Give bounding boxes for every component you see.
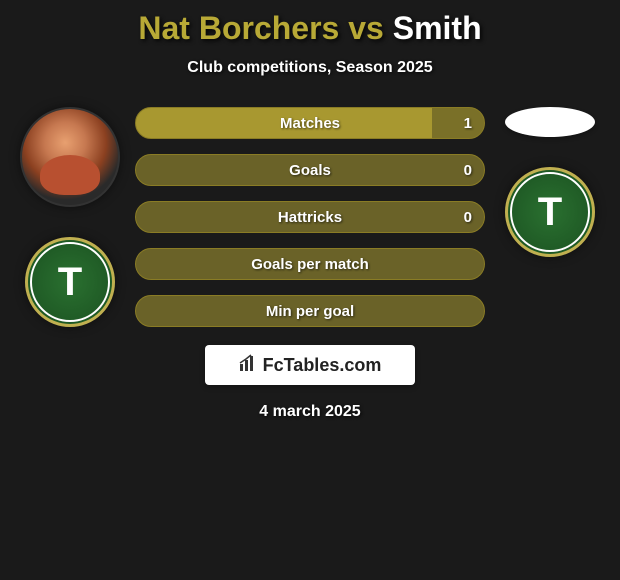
stat-row-min-per-goal: Min per goal bbox=[135, 295, 485, 327]
stat-value-right: 0 bbox=[464, 162, 472, 179]
player1-team-logo: T bbox=[25, 237, 115, 327]
stat-row-goals: Goals 0 bbox=[135, 154, 485, 186]
stat-row-hattricks: Hattricks 0 bbox=[135, 201, 485, 233]
stat-pill: Goals per match bbox=[135, 248, 485, 280]
right-column: T bbox=[495, 107, 605, 257]
stats-section: T Matches 1 Goals 0 Hattricks 0 bbox=[0, 107, 620, 327]
player2-team-logo: T bbox=[505, 167, 595, 257]
stat-value-right: 1 bbox=[464, 115, 472, 132]
stat-pill: Min per goal bbox=[135, 295, 485, 327]
stat-row-matches: Matches 1 bbox=[135, 107, 485, 139]
stat-label: Goals bbox=[289, 162, 331, 179]
branding-text: FcTables.com bbox=[263, 355, 382, 376]
vs-text: vs bbox=[348, 10, 384, 46]
stat-label: Goals per match bbox=[251, 256, 369, 273]
stat-label: Hattricks bbox=[278, 209, 342, 226]
subtitle: Club competitions, Season 2025 bbox=[0, 59, 620, 77]
stat-row-goals-per-match: Goals per match bbox=[135, 248, 485, 280]
comparison-panel: Nat Borchers vs Smith Club competitions,… bbox=[0, 0, 620, 431]
player1-name: Nat Borchers bbox=[138, 10, 339, 46]
player2-name: Smith bbox=[393, 10, 482, 46]
page-title: Nat Borchers vs Smith bbox=[0, 10, 620, 47]
branding-badge[interactable]: FcTables.com bbox=[205, 345, 415, 385]
stat-pill: Hattricks 0 bbox=[135, 201, 485, 233]
player2-placeholder bbox=[505, 107, 595, 137]
stat-label: Min per goal bbox=[266, 303, 354, 320]
stat-pill: Matches 1 bbox=[135, 107, 485, 139]
team-logo-letter: T bbox=[538, 190, 562, 235]
date-text: 4 march 2025 bbox=[0, 403, 620, 421]
stat-label: Matches bbox=[280, 115, 340, 132]
left-column: T bbox=[15, 107, 125, 327]
stat-pill: Goals 0 bbox=[135, 154, 485, 186]
stat-value-right: 0 bbox=[464, 209, 472, 226]
player1-photo bbox=[20, 107, 120, 207]
chart-icon bbox=[239, 354, 257, 377]
stats-rows: Matches 1 Goals 0 Hattricks 0 Goals per … bbox=[135, 107, 485, 327]
team-logo-letter: T bbox=[58, 260, 82, 305]
